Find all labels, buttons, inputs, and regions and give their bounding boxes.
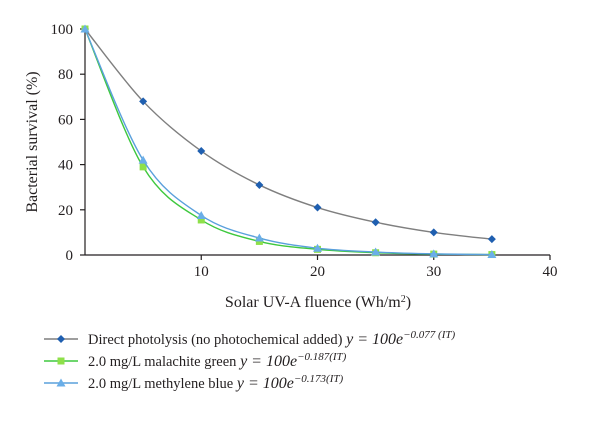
y-tick-label: 0 <box>66 248 74 264</box>
data-point <box>197 147 206 156</box>
x-axis-label: Solar UV-A fluence (Wh/m2) <box>225 294 411 312</box>
data-point <box>313 203 322 212</box>
legend-series-name: Direct photolysis (no photochemical adde… <box>88 332 346 348</box>
series-line <box>84 28 492 256</box>
legend-equation-exponent: −0.173(IT) <box>294 373 344 385</box>
legend-equation: y = 100e <box>235 375 294 392</box>
legend-series-name: 2.0 mg/L methylene blue <box>88 376 237 392</box>
y-axis-label: Bacterial survival (%) <box>24 71 41 212</box>
legend-equation: y = 100e <box>238 353 297 370</box>
data-point <box>80 24 90 33</box>
data-point <box>429 249 439 258</box>
data-point <box>254 233 264 242</box>
series-line <box>84 28 492 240</box>
series-2 <box>80 24 497 259</box>
x-tick-label: 30 <box>426 264 441 280</box>
legend-item: 2.0 mg/L malachite green y = 100e−0.187(… <box>44 351 347 370</box>
data-point <box>138 155 148 164</box>
y-tick-label: 60 <box>58 112 73 128</box>
data-point <box>371 218 380 227</box>
data-point <box>429 228 438 237</box>
legend-marker <box>57 335 65 343</box>
series-layer <box>80 24 497 259</box>
legend-equation-exponent: −0.187(IT) <box>297 351 347 363</box>
data-point <box>313 243 322 252</box>
data-point <box>139 97 148 106</box>
legend-marker <box>56 378 66 387</box>
data-point <box>371 247 381 256</box>
y-tick-label: 40 <box>58 158 73 174</box>
y-tick-label: 20 <box>58 203 73 219</box>
legend-item: Direct photolysis (no photochemical adde… <box>44 329 455 348</box>
x-tick-label: 40 <box>543 264 558 280</box>
legend-equation: y = 100e <box>344 331 403 348</box>
data-point <box>487 250 497 259</box>
tick-labels: 0 20 40 60 80 100 10 20 30 40 <box>51 22 558 280</box>
data-point <box>139 163 147 171</box>
data-point <box>255 180 264 189</box>
x-axis-label-sup: 2 <box>401 294 406 305</box>
series-1 <box>81 25 496 259</box>
y-tick-label: 100 <box>51 22 74 38</box>
data-point <box>197 216 205 224</box>
legend-equation-exponent: −0.077 (IT) <box>403 329 455 341</box>
legend-label: Direct photolysis (no photochemical adde… <box>88 329 455 348</box>
series-line <box>84 28 492 256</box>
legend: Direct photolysis (no photochemical adde… <box>44 329 455 392</box>
legend-series-name: 2.0 mg/L malachite green <box>88 354 240 370</box>
y-tick-label: 80 <box>58 67 73 83</box>
series-0 <box>81 25 496 244</box>
legend-marker <box>57 357 65 365</box>
legend-label: 2.0 mg/L methylene blue y = 100e−0.173(I… <box>88 373 343 392</box>
legend-item: 2.0 mg/L methylene blue y = 100e−0.173(I… <box>44 373 343 392</box>
x-tick-label: 20 <box>310 264 325 280</box>
x-tick-label: 10 <box>194 264 209 280</box>
data-point <box>487 235 496 244</box>
legend-label: 2.0 mg/L malachite green y = 100e−0.187(… <box>88 351 347 370</box>
data-point <box>196 210 206 219</box>
axes <box>80 28 551 260</box>
